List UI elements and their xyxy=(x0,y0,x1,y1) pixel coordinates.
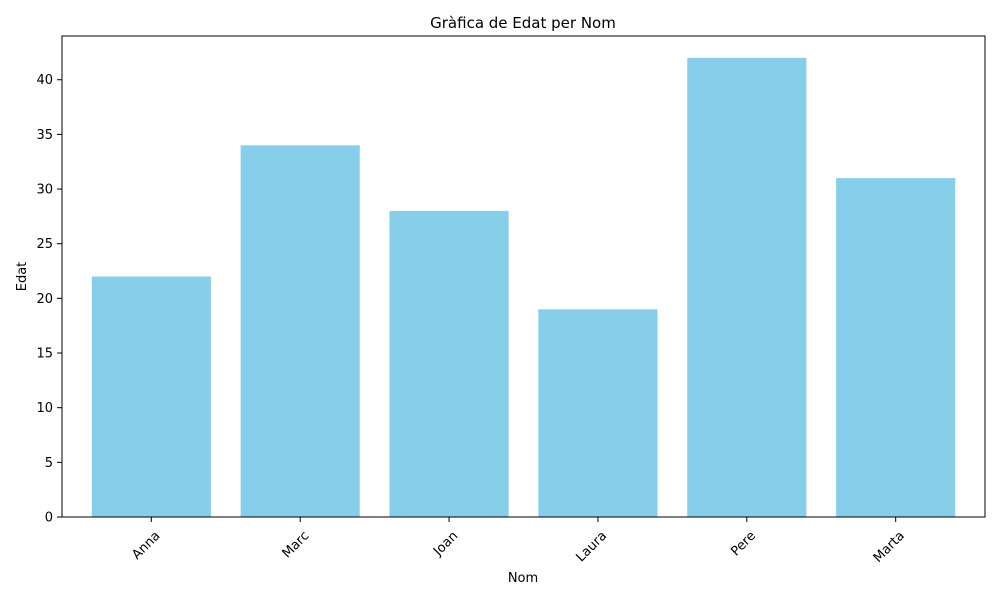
y-tick-label-20: 20 xyxy=(36,292,53,307)
y-tick-label-35: 35 xyxy=(36,128,53,143)
bars-group xyxy=(91,57,956,518)
chart-title: Gràfica de Edat per Nom xyxy=(430,14,616,32)
bar-anna xyxy=(91,276,211,517)
x-axis-label: Nom xyxy=(508,571,538,586)
plot-frame xyxy=(61,35,986,518)
x-axis: Anna Marc Joan Laura Pere Marta xyxy=(129,517,908,566)
x-tick-label-marta: Marta xyxy=(871,529,908,566)
y-tick-label-0: 0 xyxy=(45,511,53,526)
y-tick-label-5: 5 xyxy=(45,456,53,471)
y-tick-label-40: 40 xyxy=(36,73,53,88)
x-tick-label-marc: Marc xyxy=(280,529,313,562)
y-tick-label-15: 15 xyxy=(36,347,53,362)
x-tick-label-pere: Pere xyxy=(728,529,759,560)
x-tick-label-laura: Laura xyxy=(574,529,611,566)
y-tick-label-30: 30 xyxy=(36,183,53,198)
bar-pere xyxy=(687,57,807,518)
y-tick-label-25: 25 xyxy=(36,237,53,252)
x-tick-label-joan: Joan xyxy=(430,529,461,560)
y-axis-label: Edat xyxy=(15,262,30,292)
bar-joan xyxy=(389,210,509,517)
x-tick-label-anna: Anna xyxy=(129,529,163,563)
y-tick-label-10: 10 xyxy=(36,401,53,416)
y-axis: 0 5 10 15 20 25 30 35 40 xyxy=(36,73,62,526)
bar-marta xyxy=(836,178,956,518)
bar-marc xyxy=(240,145,360,517)
bar-laura xyxy=(538,309,658,517)
